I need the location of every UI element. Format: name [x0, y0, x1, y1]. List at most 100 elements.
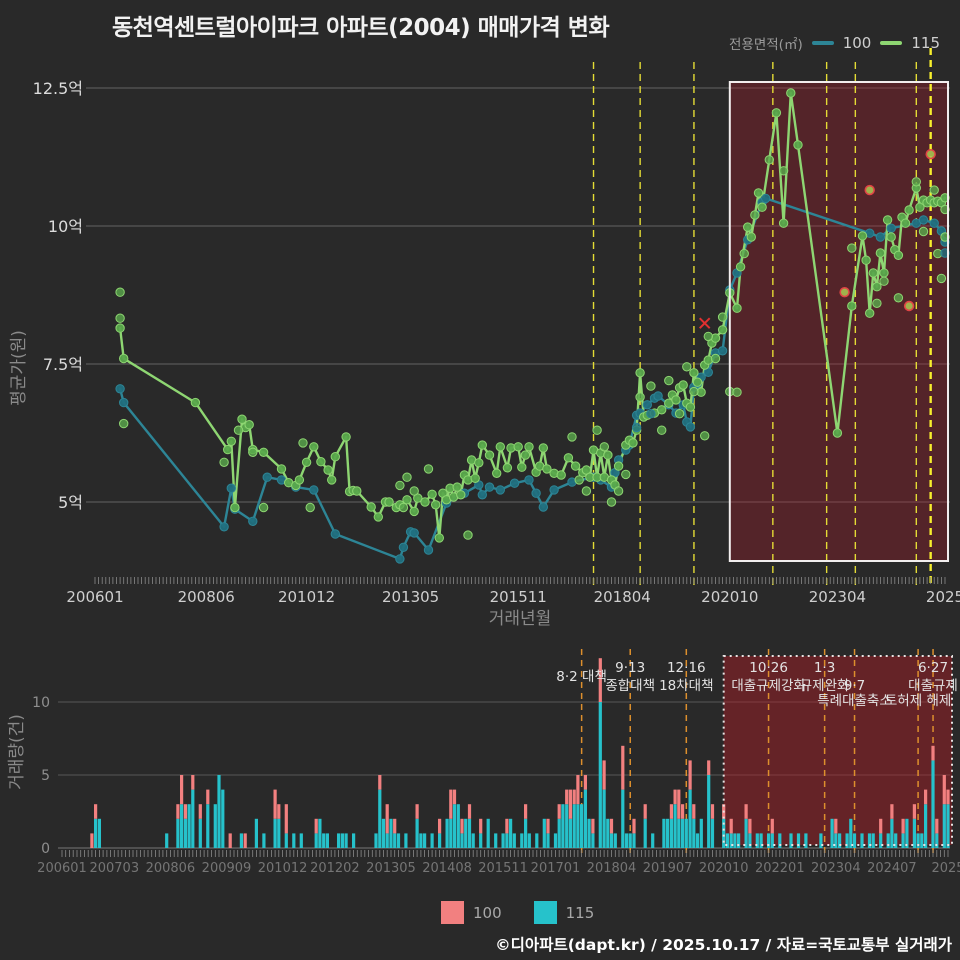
volume-bar-115[interactable] [183, 818, 187, 848]
price-point-115[interactable] [746, 232, 756, 242]
price-point-115[interactable] [230, 502, 240, 513]
price-point-115[interactable] [606, 497, 617, 507]
volume-bar-115[interactable] [389, 818, 393, 848]
volume-bar-115[interactable] [314, 833, 318, 848]
volume-bar-100[interactable] [748, 818, 752, 834]
price-point-100[interactable] [423, 545, 434, 555]
volume-bar-100[interactable] [572, 789, 576, 805]
price-point-115[interactable] [879, 276, 889, 286]
price-point-100[interactable] [495, 485, 505, 495]
price-point-115[interactable] [366, 502, 376, 512]
price-point-115[interactable] [875, 248, 886, 258]
volume-bar-115[interactable] [284, 833, 288, 848]
volume-bar-115[interactable] [535, 833, 539, 848]
price-point-100[interactable] [409, 528, 419, 538]
volume-bar-115[interactable] [352, 833, 356, 848]
volume-bar-100[interactable] [505, 818, 509, 834]
price-point-115[interactable] [739, 248, 749, 259]
price-point-115[interactable] [563, 453, 574, 463]
price-point-115[interactable] [886, 232, 896, 242]
volume-bar-115[interactable] [213, 804, 217, 848]
volume-bar-100[interactable] [924, 789, 928, 805]
volume-bar-100[interactable] [467, 804, 472, 819]
price-point-115[interactable] [657, 405, 667, 415]
price-point-100[interactable] [685, 422, 696, 432]
volume-bar-100[interactable] [598, 658, 602, 702]
volume-bar-100[interactable] [284, 804, 288, 834]
volume-bar-115[interactable] [580, 804, 584, 848]
price-point-115[interactable] [316, 457, 326, 467]
volume-bar-115[interactable] [894, 833, 898, 848]
price-point-115[interactable] [395, 480, 405, 491]
price-point-115[interactable] [757, 202, 767, 212]
volume-bar-115[interactable] [438, 833, 442, 848]
price-point-100[interactable] [262, 472, 272, 482]
legend-swatch-100-icon[interactable] [441, 901, 464, 924]
volume-bar-115[interactable] [561, 804, 565, 848]
price-point-115[interactable] [409, 506, 419, 517]
volume-bar-115[interactable] [692, 818, 696, 848]
volume-bar-115[interactable] [318, 818, 322, 848]
price-point-115[interactable] [857, 231, 868, 241]
volume-bar-115[interactable] [931, 760, 935, 848]
price-point-100[interactable] [631, 422, 642, 433]
price-point-100[interactable] [646, 409, 656, 419]
price-point-115[interactable] [861, 255, 871, 265]
volume-bar-115[interactable] [643, 818, 647, 848]
price-point-115[interactable] [771, 108, 782, 118]
price-point-115[interactable] [524, 442, 534, 452]
volume-bar-115[interactable] [867, 833, 872, 848]
legend-swatch-115-icon[interactable] [533, 901, 557, 924]
volume-bar-115[interactable] [509, 818, 513, 848]
legend-item-115[interactable]: 115 [911, 34, 940, 52]
volume-bar-115[interactable] [520, 833, 524, 848]
volume-bar-100[interactable] [834, 818, 838, 834]
volume-bar-115[interactable] [677, 818, 681, 848]
price-point-100[interactable] [395, 554, 405, 564]
volume-bar-115[interactable] [221, 789, 225, 848]
price-point-100[interactable] [219, 522, 229, 532]
volume-bar-115[interactable] [206, 804, 210, 848]
price-point-115[interactable] [717, 312, 728, 322]
volume-bar-100[interactable] [931, 745, 935, 761]
volume-bar-115[interactable] [669, 818, 673, 848]
volume-bar-115[interactable] [681, 818, 685, 848]
volume-bar-115[interactable] [445, 818, 449, 848]
price-point-115[interactable] [893, 293, 904, 303]
volume-legend-item-115[interactable]: 115 [565, 903, 595, 922]
volume-bar-115[interactable] [871, 833, 875, 848]
volume-bar-115[interactable] [942, 804, 946, 848]
price-point-115[interactable] [689, 368, 699, 378]
volume-bar-100[interactable] [546, 818, 550, 834]
volume-bar-115[interactable] [606, 818, 610, 848]
price-point-115[interactable] [764, 155, 774, 165]
price-point-115[interactable] [434, 533, 444, 543]
price-point-115[interactable] [750, 210, 760, 220]
volume-bar-115[interactable] [598, 702, 602, 848]
volume-bar-115[interactable] [609, 833, 614, 848]
price-point-115[interactable] [258, 502, 269, 513]
volume-bar-100[interactable] [677, 789, 681, 819]
volume-bar-100[interactable] [770, 818, 774, 834]
price-point-115[interactable] [309, 442, 319, 452]
price-point-115[interactable] [700, 431, 710, 441]
volume-bar-115[interactable] [501, 833, 505, 848]
volume-bar-115[interactable] [707, 775, 711, 848]
volume-bar-100[interactable] [710, 804, 715, 819]
volume-bar-115[interactable] [97, 818, 101, 848]
volume-bar-115[interactable] [176, 818, 180, 848]
volume-bar-115[interactable] [838, 833, 842, 848]
volume-bar-115[interactable] [467, 818, 472, 848]
volume-bar-100[interactable] [228, 833, 232, 848]
volume-bar-115[interactable] [673, 804, 677, 848]
volume-bar-115[interactable] [557, 818, 561, 848]
price-point-115[interactable] [581, 486, 592, 496]
volume-bar-100[interactable] [191, 775, 195, 790]
volume-bar-115[interactable] [912, 818, 916, 848]
price-point-115[interactable] [621, 469, 631, 480]
price-point-115[interactable] [657, 425, 667, 435]
volume-bar-100[interactable] [912, 804, 916, 819]
price-point-115[interactable] [847, 301, 857, 311]
price-point-115[interactable] [674, 409, 685, 419]
volume-bar-115[interactable] [905, 818, 909, 848]
